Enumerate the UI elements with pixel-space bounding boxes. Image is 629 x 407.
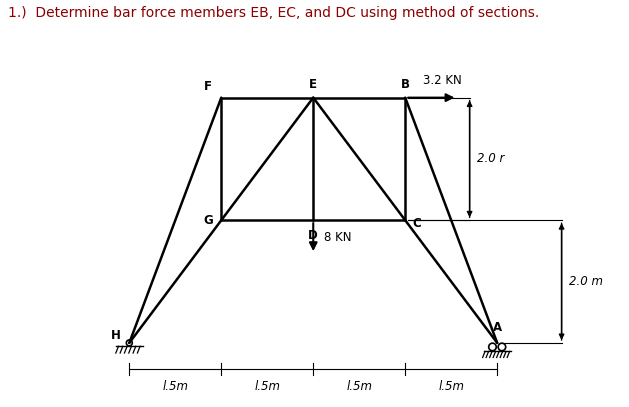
Text: 8 KN: 8 KN (325, 231, 352, 244)
Text: H: H (111, 329, 121, 342)
Text: F: F (204, 80, 212, 93)
Text: G: G (203, 214, 213, 227)
Text: l.5m: l.5m (162, 380, 188, 393)
Text: 3.2 KN: 3.2 KN (423, 74, 462, 87)
Text: B: B (401, 78, 409, 91)
Text: D: D (308, 229, 318, 242)
Text: l.5m: l.5m (254, 380, 281, 393)
Text: C: C (412, 217, 421, 230)
Text: l.5m: l.5m (346, 380, 372, 393)
Text: 2.0 r: 2.0 r (477, 153, 504, 166)
Text: E: E (309, 78, 317, 91)
Text: l.5m: l.5m (438, 380, 464, 393)
Text: 2.0 m: 2.0 m (569, 275, 603, 288)
Text: 1.)  Determine bar force members EB, EC, and DC using method of sections.: 1.) Determine bar force members EB, EC, … (8, 6, 539, 20)
Text: A: A (493, 321, 502, 334)
